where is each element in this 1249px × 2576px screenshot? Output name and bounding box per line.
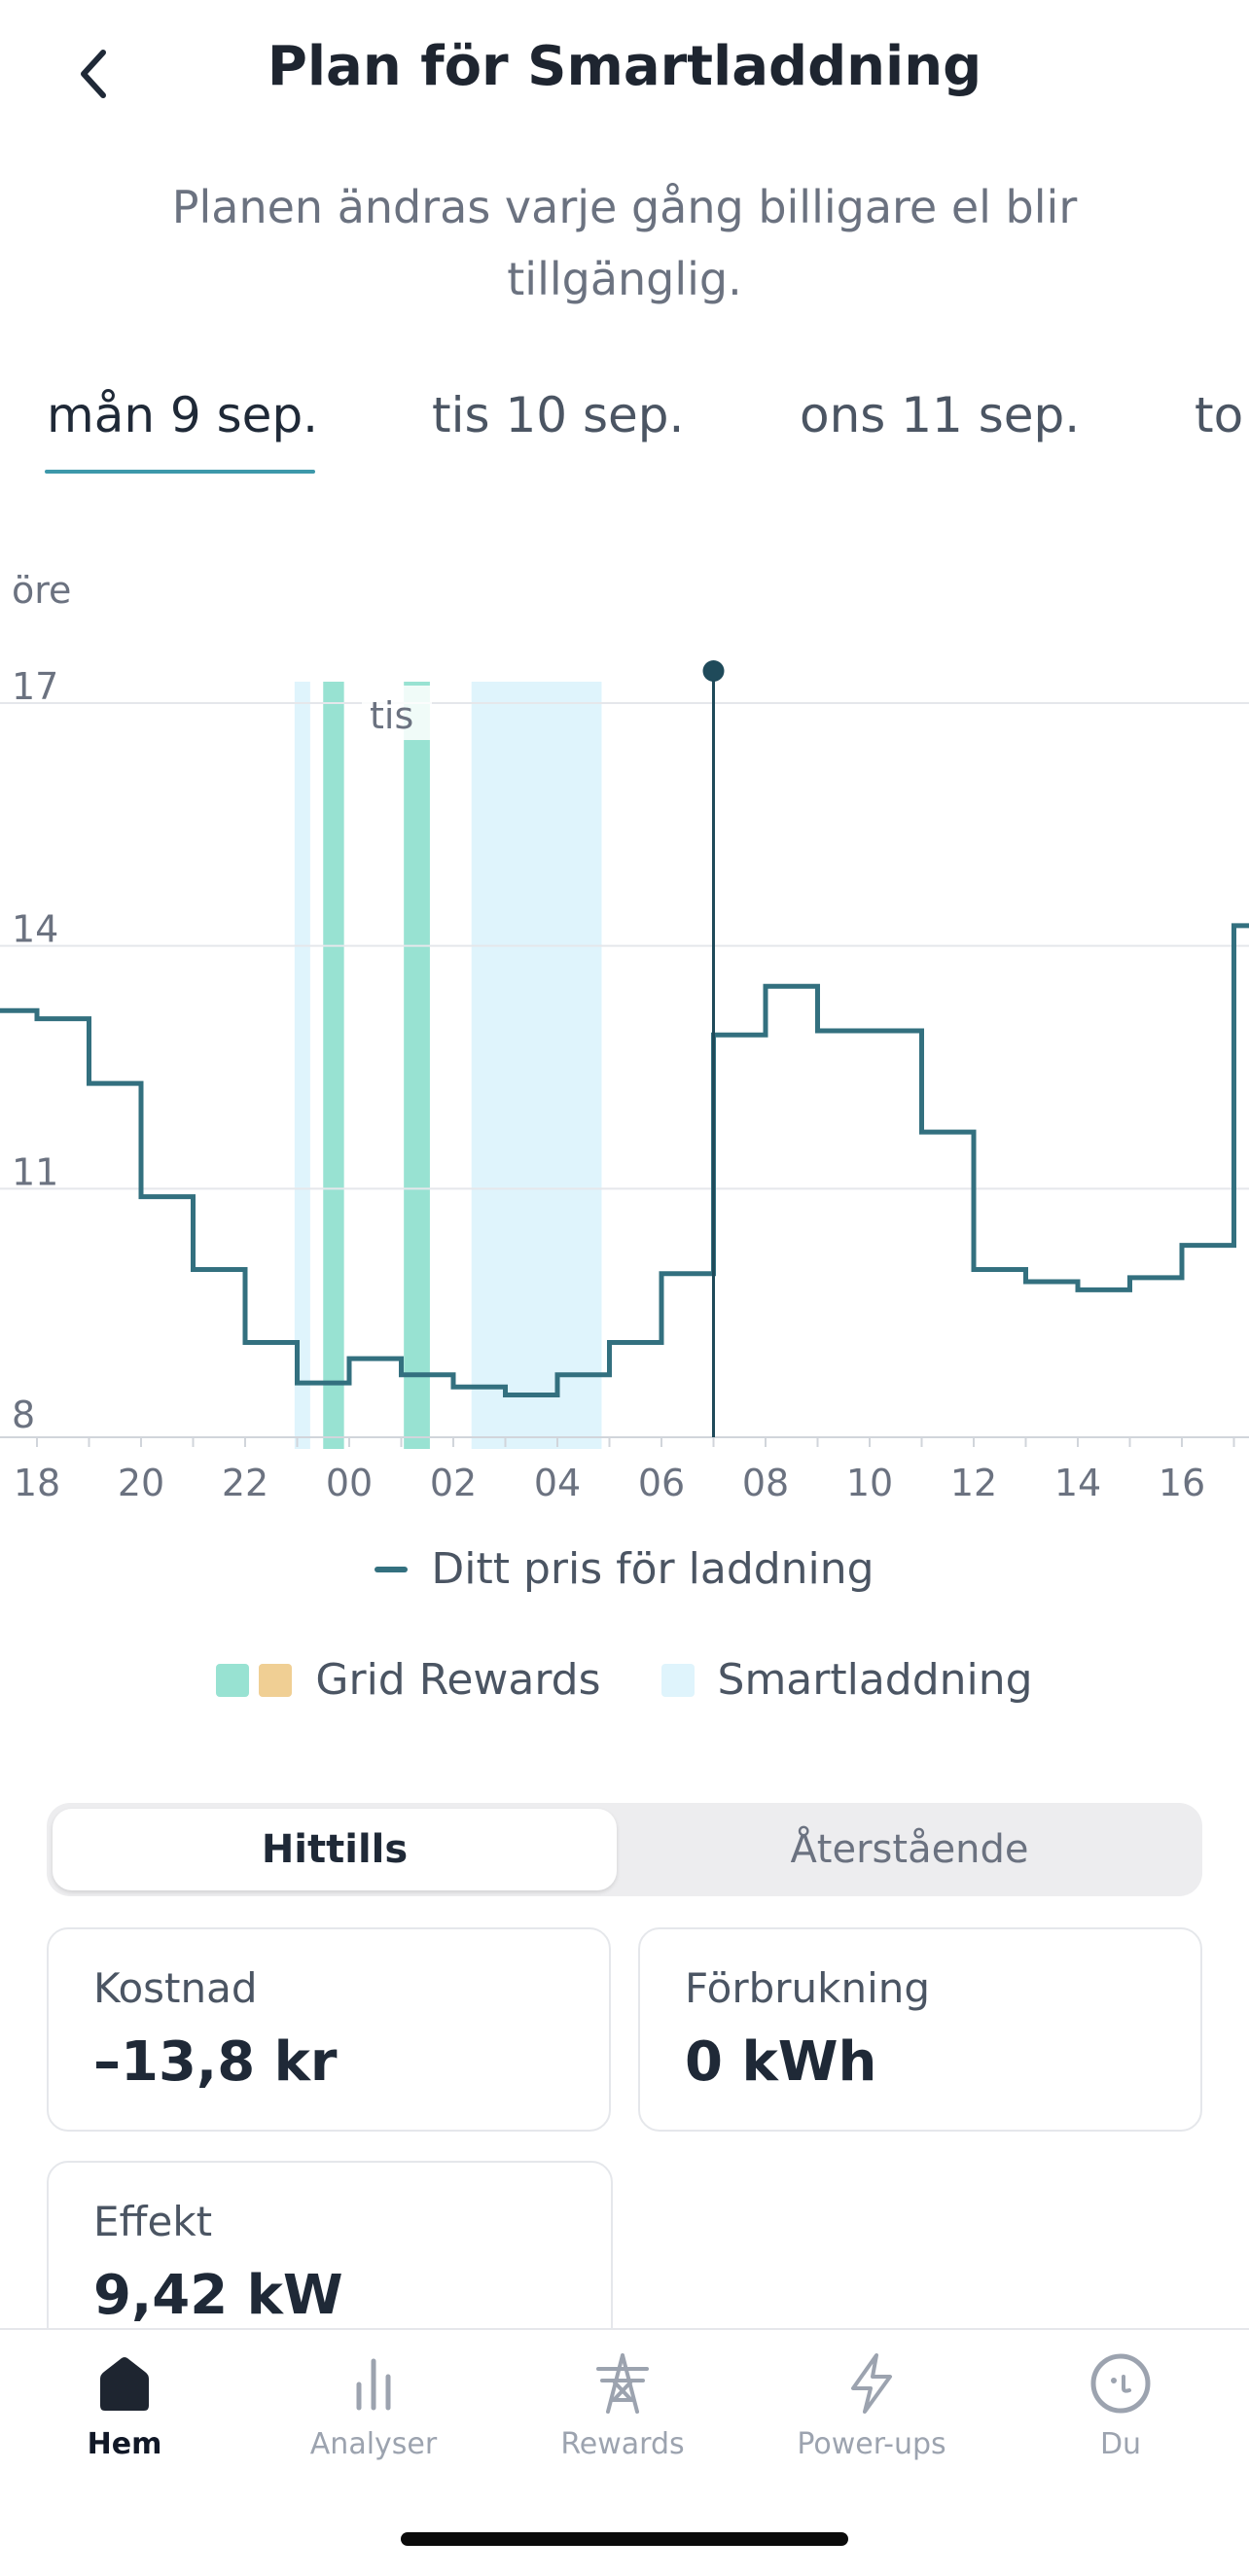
date-tabs: mån 9 sep. tis 10 sep. ons 11 sep. to	[0, 387, 1249, 475]
area-legend: Grid Rewards Smartladdning	[0, 1655, 1249, 1705]
x-tick-label: 14	[1054, 1462, 1101, 1504]
y-tick-label: 8	[12, 1394, 35, 1436]
smartladdning-band	[294, 682, 310, 1449]
price-series-line	[0, 923, 1249, 1398]
grid-rewards-band	[404, 682, 430, 1449]
smartladdning-band	[471, 682, 602, 1449]
smartladdning-swatch	[660, 1663, 695, 1697]
y-axis-ticks: 8 11 14 17	[12, 665, 58, 1436]
page-title: Plan för Smartladdning	[267, 35, 982, 98]
chevron-left-icon	[81, 50, 106, 98]
x-tick-label: 20	[118, 1462, 164, 1504]
nav-rewards-label: Rewards	[560, 2427, 685, 2461]
power-label: Effekt	[93, 2198, 213, 2245]
x-tick-label: 08	[742, 1462, 789, 1504]
chart-bands	[294, 682, 602, 1449]
x-tick-label: 04	[534, 1462, 581, 1504]
consumption-label: Förbrukning	[685, 1964, 931, 2012]
y-tick-label: 11	[12, 1150, 58, 1193]
power-value: 9,42 kW	[93, 2264, 343, 2327]
tab-mon-9-sep[interactable]: mån 9 sep.	[47, 387, 319, 443]
x-tick-label: 06	[638, 1462, 685, 1504]
price-chart[interactable]: 8 11 14 17 18 20 22 00 02 04 06 08 10 12 14 16 öre tis	[0, 554, 1249, 1507]
chart-grid	[0, 702, 1249, 1438]
nav-power-ups[interactable]: Power-ups	[747, 2349, 996, 2495]
grid-rewards-swatch-orange	[259, 1663, 293, 1697]
line-legend: Ditt pris för laddning	[0, 1544, 1249, 1594]
x-tick-label: 12	[950, 1462, 997, 1504]
nav-du[interactable]: Du	[996, 2349, 1245, 2495]
home-icon	[100, 2357, 149, 2411]
line-legend-swatch	[375, 1566, 409, 1572]
nav-rewards[interactable]: Rewards	[498, 2349, 747, 2495]
x-tick-label: 02	[430, 1462, 477, 1504]
consumption-value: 0 kWh	[685, 2030, 877, 2094]
nav-power-ups-label: Power-ups	[797, 2427, 946, 2461]
page-subtitle: Planen ändras varje gång billigare el bl…	[171, 181, 1078, 305]
x-axis-ticks: 18 20 22 00 02 04 06 08 10 12 14 16	[14, 1437, 1235, 1504]
day-marker: tis	[362, 686, 432, 740]
consumption-card: Förbrukning 0 kWh	[638, 1927, 1202, 2132]
tab-thu[interactable]: to	[1195, 387, 1244, 443]
grid-rewards-band	[323, 682, 344, 1449]
current-time-marker[interactable]	[702, 660, 725, 682]
day-marker-label: tis	[370, 694, 413, 737]
day-marker-background	[362, 686, 432, 740]
line-legend-label: Ditt pris för laddning	[431, 1544, 874, 1594]
pylon-icon	[596, 2353, 649, 2414]
period-segmented-control: Hittills Återstående	[47, 1803, 1202, 1896]
nav-hem[interactable]: Hem	[0, 2349, 249, 2495]
x-tick-label: 10	[846, 1462, 893, 1504]
y-tick-label: 17	[12, 665, 58, 708]
active-tab-indicator	[45, 470, 315, 474]
bar-chart-icon	[356, 2358, 391, 2411]
tab-wed-11-sep[interactable]: ons 11 sep.	[800, 387, 1081, 443]
grid-rewards-label: Grid Rewards	[315, 1655, 601, 1705]
x-tick-label: 16	[1159, 1462, 1205, 1504]
y-axis-label: öre	[12, 569, 71, 612]
x-tick-label: 00	[326, 1462, 373, 1504]
back-button[interactable]	[58, 39, 128, 109]
cost-label: Kostnad	[93, 1964, 258, 2012]
nav-analyser[interactable]: Analyser	[249, 2349, 498, 2495]
cost-value: –13,8 kr	[93, 2030, 338, 2094]
lightning-icon	[851, 2353, 892, 2414]
face-icon	[1090, 2353, 1151, 2414]
grid-rewards-swatch-green	[216, 1663, 250, 1697]
segment-aterstaende[interactable]: Återstående	[790, 1827, 1029, 1872]
x-tick-label: 22	[222, 1462, 268, 1504]
y-tick-label: 14	[12, 908, 58, 951]
nav-analyser-label: Analyser	[309, 2427, 438, 2461]
home-indicator	[401, 2532, 848, 2546]
tab-tue-10-sep[interactable]: tis 10 sep.	[432, 387, 685, 443]
smartladdning-label: Smartladdning	[717, 1655, 1033, 1705]
cost-card: Kostnad –13,8 kr	[47, 1927, 611, 2132]
segment-hittills[interactable]: Hittills	[53, 1809, 617, 1890]
nav-hem-label: Hem	[87, 2427, 162, 2461]
x-tick-label: 18	[14, 1462, 60, 1504]
nav-du-label: Du	[1099, 2427, 1142, 2461]
